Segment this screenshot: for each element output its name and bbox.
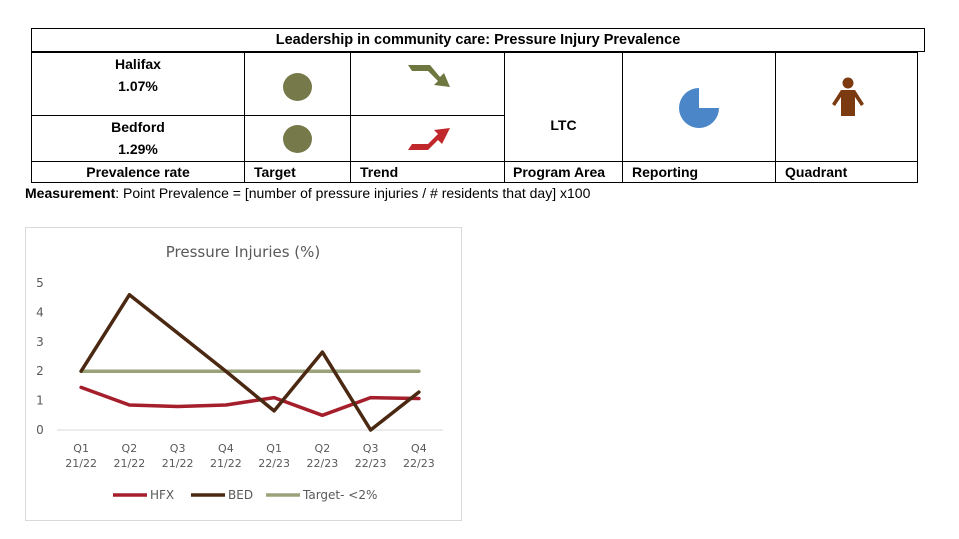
table-title: Leadership in community care: Pressure I…	[31, 28, 925, 52]
person-icon	[832, 77, 864, 116]
bedford-target-status-icon	[283, 125, 312, 153]
halifax-rate: 1.07%	[118, 78, 158, 94]
legend-label: BED	[228, 488, 253, 502]
halifax-target-status-icon	[283, 73, 312, 101]
header-prevalence-label: Prevalence rate	[86, 164, 190, 180]
header-program-label: Program Area	[513, 164, 606, 180]
series-line-hfx	[79, 385, 421, 418]
x-tick-label: Q2 22/23	[307, 442, 339, 470]
x-tick-label: Q1 22/23	[258, 442, 290, 470]
y-tick-label: 0	[36, 423, 44, 437]
legend-label: HFX	[150, 488, 174, 502]
y-tick-label: 3	[36, 335, 44, 349]
x-tick-label: Q2 21/22	[114, 442, 146, 470]
header-reporting-label: Reporting	[632, 164, 699, 180]
y-tick-label: 1	[36, 394, 44, 408]
header-quadrant: Quadrant	[775, 161, 918, 183]
trend-down-arrow-icon	[408, 65, 450, 87]
chart-title: Pressure Injuries (%)	[166, 243, 321, 261]
bedford-label: Bedford	[111, 119, 165, 135]
chart-frame	[25, 227, 462, 521]
measurement-label: Measurement	[25, 185, 116, 201]
series-line-bed	[79, 293, 421, 432]
trend-up-arrow-icon	[408, 128, 450, 150]
y-tick-label: 2	[36, 364, 44, 378]
halifax-label: Halifax	[115, 56, 161, 72]
x-tick-label: Q3 21/22	[162, 442, 194, 470]
y-tick-label: 5	[36, 276, 44, 290]
x-tick-label: Q4 22/23	[403, 442, 435, 470]
legend-label: Target- <2%	[302, 488, 377, 502]
bedford-rate: 1.29%	[118, 141, 158, 157]
measurement-note: Measurement: Point Prevalence = [number …	[25, 185, 590, 201]
header-target-label: Target	[254, 164, 296, 180]
measurement-text: : Point Prevalence = [number of pressure…	[115, 185, 591, 201]
header-quadrant-label: Quadrant	[785, 164, 848, 180]
x-tick-label: Q3 22/23	[355, 442, 387, 470]
y-tick-label: 4	[36, 305, 44, 319]
x-tick-label: Q4 21/22	[210, 442, 242, 470]
program-area-value: LTC	[550, 117, 577, 133]
pie-three-quarter-icon	[679, 88, 719, 128]
x-tick-label: Q1 21/22	[65, 442, 97, 470]
header-trend-label: Trend	[360, 164, 399, 180]
